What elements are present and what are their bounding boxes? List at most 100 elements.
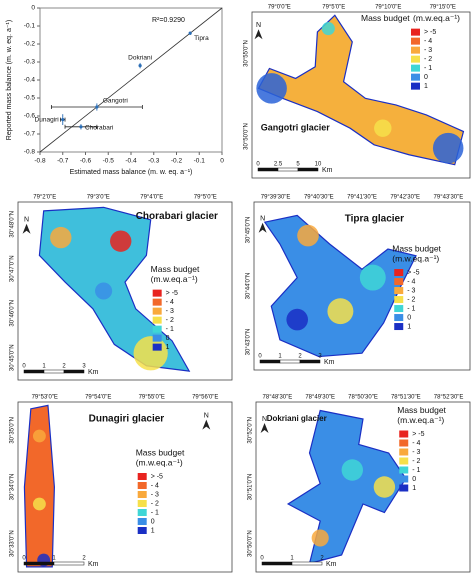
longitude-label: 79°5'0"E <box>322 5 345 11</box>
legend-label: - 1 <box>407 305 415 312</box>
longitude-label: 79°39'30"E <box>261 195 291 201</box>
legend-swatch <box>137 509 147 516</box>
legend-label: - 1 <box>166 326 174 333</box>
longitude-label: 79°5'0"E <box>194 195 217 201</box>
legend-swatch <box>399 484 409 492</box>
glacier-zone <box>286 308 309 331</box>
longitude-label: 79°43'30"E <box>434 195 464 201</box>
point-label: Dokriani <box>128 54 152 61</box>
scale-segment <box>63 369 85 374</box>
point <box>138 64 142 68</box>
legend-swatch <box>399 448 409 456</box>
legend-label: 0 <box>151 518 155 525</box>
legend-label: > -5 <box>424 29 436 36</box>
scale-segment <box>53 561 85 566</box>
latitude-label: 30°44'0"N <box>246 273 252 300</box>
legend-label: 1 <box>166 344 170 351</box>
legend-label: - 2 <box>412 458 420 465</box>
scale-label: 2.5 <box>274 162 283 168</box>
point <box>95 105 99 109</box>
longitude-label: 78°52'30"E <box>434 395 464 401</box>
legend-label: 1 <box>424 83 428 90</box>
latitude-label: 30°51'0"N <box>248 474 254 501</box>
y-tick-label: -0.6 <box>24 113 36 120</box>
longitude-label: 79°55'0"E <box>139 395 165 401</box>
scale-segment <box>23 369 45 374</box>
legend-swatch <box>411 37 420 45</box>
legend-label: - 1 <box>151 509 159 516</box>
north-label: N <box>256 22 261 29</box>
glacier-zone <box>359 264 386 291</box>
longitude-label: 78°51'30"E <box>391 395 421 401</box>
scale-segment <box>43 369 65 374</box>
y-tick-label: -0.2 <box>24 41 36 48</box>
latitude-label: 30°43'0"N <box>246 329 252 356</box>
point <box>61 118 65 122</box>
latitude-label: 30°55'0"N <box>244 40 250 67</box>
scale-label: 2 <box>320 556 324 562</box>
legend-label: - 2 <box>166 317 174 324</box>
longitude-label: 79°53'0"E <box>32 395 58 401</box>
latitude-label: 30°46'0"N <box>10 300 16 327</box>
legend-swatch <box>411 28 420 36</box>
legend-title: Mass budget <box>397 405 446 415</box>
glacier-zone <box>321 22 335 36</box>
glacier <box>23 404 55 568</box>
legend-label: - 1 <box>412 467 420 474</box>
glacier-zone <box>32 497 46 511</box>
scale-segment <box>291 561 323 566</box>
legend-label: - 2 <box>424 56 432 63</box>
scale-label: 3 <box>82 364 86 370</box>
legend-swatch <box>399 466 409 474</box>
scale-label: 1 <box>290 556 294 562</box>
scale-label: 10 <box>315 162 322 168</box>
scale-label: 2 <box>82 556 86 562</box>
legend-swatch <box>394 296 404 304</box>
glacier-title: Tipra glacier <box>345 213 404 224</box>
glacier-title: Gangotri glacier <box>261 123 331 133</box>
glacier-zone <box>327 298 354 325</box>
legend-swatch <box>152 289 162 297</box>
scale-segment <box>257 167 279 172</box>
glacier-zone <box>95 282 113 300</box>
scale-segment <box>299 359 321 364</box>
legend-swatch <box>152 307 162 315</box>
north-label: N <box>260 216 265 223</box>
scale-segment <box>279 359 301 364</box>
y-tick-label: -0.4 <box>24 77 36 84</box>
x-tick-label: -0.5 <box>103 158 115 165</box>
legend-swatch <box>152 334 162 342</box>
scale-label: 0 <box>258 354 262 360</box>
glacier-zone <box>32 429 46 443</box>
legend-swatch <box>394 278 404 286</box>
legend-swatch <box>411 46 420 54</box>
legend-swatch <box>411 82 420 90</box>
legend-title: Mass budget <box>151 264 200 274</box>
scale-unit: Km <box>322 167 333 174</box>
longitude-label: 78°50'30"E <box>348 395 378 401</box>
legend-swatch <box>152 325 162 333</box>
legend-swatch <box>411 55 420 63</box>
glacier <box>286 409 407 565</box>
legend-label: 0 <box>407 314 411 321</box>
scale-segment <box>261 561 293 566</box>
scale-segment <box>297 167 319 172</box>
legend-swatch <box>394 323 404 331</box>
legend-swatch <box>137 473 147 480</box>
legend-swatch <box>137 518 147 525</box>
legend-swatch <box>394 305 404 313</box>
scale-label: 0 <box>260 556 264 562</box>
legend-unit: (m.w.eq.a⁻¹) <box>392 253 439 263</box>
latitude-label: 30°50'0"N <box>248 530 254 557</box>
glacier-zone <box>297 224 319 247</box>
legend-swatch <box>137 482 147 489</box>
scale-segment <box>277 167 299 172</box>
x-tick-label: -0.1 <box>194 158 206 165</box>
legend-swatch <box>399 430 409 438</box>
longitude-label: 79°4'0"E <box>140 195 163 201</box>
glacier-zone <box>256 73 287 104</box>
latitude-label: 30°45'0"N <box>10 344 16 371</box>
glacier-zone <box>311 529 329 547</box>
x-tick-label: 0 <box>220 158 224 165</box>
